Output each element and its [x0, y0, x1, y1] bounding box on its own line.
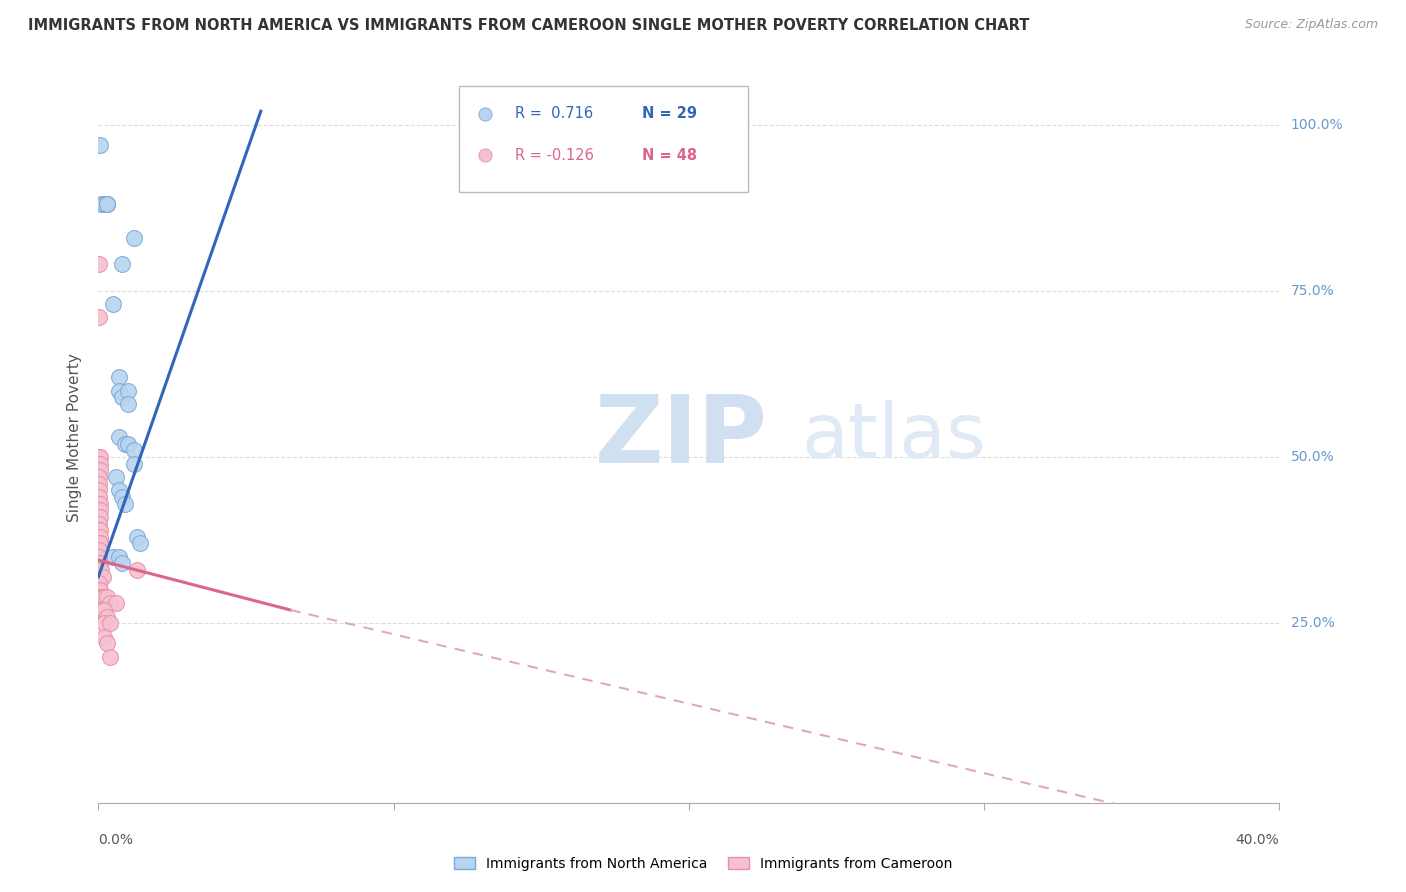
Text: 75.0%: 75.0% [1291, 284, 1334, 298]
Legend: Immigrants from North America, Immigrants from Cameroon: Immigrants from North America, Immigrant… [449, 851, 957, 876]
Point [87, 450, 110, 464]
Point [89, 590, 111, 604]
Point [87, 543, 110, 558]
Point [96, 609, 118, 624]
Point [89, 450, 111, 464]
Point [93, 603, 115, 617]
Point [89, 523, 111, 537]
Point [98, 596, 121, 610]
Point [89, 582, 111, 597]
Point [108, 370, 131, 384]
Point [114, 436, 136, 450]
Y-axis label: Single Mother Poverty: Single Mother Poverty [67, 352, 83, 522]
Point [96, 197, 118, 211]
Point [87, 516, 110, 531]
Text: R = -0.126: R = -0.126 [516, 148, 595, 163]
FancyBboxPatch shape [458, 86, 748, 192]
Point [89, 536, 111, 550]
Point [117, 397, 139, 411]
Point [89, 536, 111, 550]
Point [89, 457, 111, 471]
Point [93, 197, 115, 211]
Point [125, 563, 148, 577]
Point [108, 549, 131, 564]
Point [89, 463, 111, 477]
Point [103, 297, 125, 311]
Point [125, 530, 148, 544]
Point [122, 457, 145, 471]
Point [89, 450, 111, 464]
Point [90, 563, 112, 577]
Point [91, 570, 114, 584]
Point [89, 557, 111, 571]
Point [108, 483, 131, 498]
Point [96, 636, 118, 650]
Point [108, 430, 131, 444]
Point [96, 590, 118, 604]
Text: 40.0%: 40.0% [1236, 833, 1279, 847]
Point [89, 503, 111, 517]
Point [111, 257, 134, 271]
Point [87, 483, 110, 498]
Text: Source: ZipAtlas.com: Source: ZipAtlas.com [1244, 18, 1378, 31]
Point [89, 563, 111, 577]
Text: N = 29: N = 29 [641, 106, 697, 121]
Point [91, 590, 114, 604]
Point [90, 603, 112, 617]
Point [93, 616, 115, 631]
Text: 100.0%: 100.0% [1291, 118, 1343, 131]
Point [128, 536, 150, 550]
Point [89, 557, 111, 571]
Point [89, 603, 111, 617]
Point [122, 230, 145, 244]
Point [98, 616, 121, 631]
Point [122, 443, 145, 458]
Point [87, 576, 110, 591]
Text: atlas: atlas [801, 401, 986, 474]
Point [105, 470, 128, 484]
Point [103, 549, 125, 564]
Point [1053, 156, 1076, 170]
Point [111, 390, 134, 404]
Point [87, 470, 110, 484]
Point [114, 497, 136, 511]
Point [89, 490, 111, 504]
Point [89, 310, 111, 325]
Text: 50.0%: 50.0% [1291, 450, 1334, 464]
Point [96, 197, 118, 211]
Point [96, 197, 118, 211]
Text: 0.0%: 0.0% [98, 833, 134, 847]
Point [89, 509, 111, 524]
Point [90, 590, 112, 604]
Text: N = 48: N = 48 [641, 148, 697, 163]
Point [89, 137, 111, 152]
Point [108, 384, 131, 398]
Point [89, 563, 111, 577]
Text: ZIP: ZIP [595, 391, 768, 483]
Point [89, 582, 111, 597]
Point [89, 530, 111, 544]
Point [111, 490, 134, 504]
Text: 25.0%: 25.0% [1291, 616, 1334, 631]
Point [89, 476, 111, 491]
Point [90, 197, 112, 211]
Point [111, 557, 134, 571]
Point [87, 257, 110, 271]
Point [117, 384, 139, 398]
Point [89, 523, 111, 537]
Point [93, 630, 115, 644]
Text: IMMIGRANTS FROM NORTH AMERICA VS IMMIGRANTS FROM CAMEROON SINGLE MOTHER POVERTY : IMMIGRANTS FROM NORTH AMERICA VS IMMIGRA… [28, 18, 1029, 33]
Point [98, 649, 121, 664]
Point [1053, 194, 1076, 208]
Point [89, 497, 111, 511]
Point [89, 549, 111, 564]
Point [117, 436, 139, 450]
Text: R =  0.716: R = 0.716 [516, 106, 593, 121]
Point [105, 596, 128, 610]
Point [93, 590, 115, 604]
Point [707, 137, 730, 152]
